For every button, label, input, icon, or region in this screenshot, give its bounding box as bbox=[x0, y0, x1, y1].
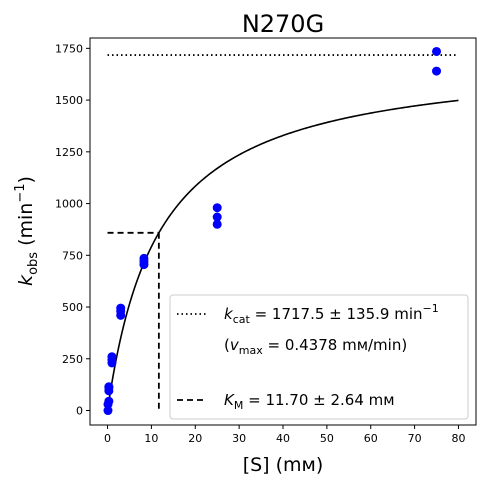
plot-area bbox=[103, 46, 459, 416]
y-axis-title-sup: −1 bbox=[13, 183, 28, 202]
legend-vmax-label: (vmax = 0.4378 mм/min) bbox=[224, 336, 407, 357]
x-tick-label: 80 bbox=[451, 432, 465, 445]
legend: kcat = 1717.5 ± 135.9 min−1 (vmax = 0.43… bbox=[169, 294, 469, 420]
x-tick-label: 30 bbox=[232, 432, 246, 445]
y-tick-label: 750 bbox=[62, 249, 83, 262]
x-tick-label: 50 bbox=[320, 432, 334, 445]
data-point bbox=[432, 66, 442, 76]
x-tick-label: 70 bbox=[408, 432, 422, 445]
y-tick-label: 1500 bbox=[55, 94, 83, 107]
x-axis-title: [S] (mм) bbox=[243, 454, 324, 476]
data-point bbox=[107, 352, 117, 362]
y-axis-title-sub: obs bbox=[26, 252, 41, 275]
x-tick-label: 0 bbox=[104, 432, 111, 445]
y-axis-title-main: k bbox=[15, 274, 37, 286]
y-axis-title-close: ) bbox=[15, 176, 37, 183]
x-tick-label: 20 bbox=[188, 432, 202, 445]
data-point bbox=[212, 212, 222, 222]
y-tick-label: 1250 bbox=[55, 146, 83, 159]
x-tick-label: 10 bbox=[144, 432, 158, 445]
y-axis-title-unit: (min bbox=[15, 203, 37, 252]
x-tick-label: 60 bbox=[364, 432, 378, 445]
y-tick-label: 250 bbox=[62, 353, 83, 366]
x-tick-label: 40 bbox=[276, 432, 290, 445]
y-tick-label: 500 bbox=[62, 301, 83, 314]
data-point bbox=[212, 203, 222, 213]
data-point bbox=[212, 219, 222, 229]
y-tick-label: 1750 bbox=[55, 42, 83, 55]
legend-km-label: KM = 11.70 ± 2.64 mм bbox=[224, 391, 395, 412]
data-point bbox=[104, 382, 114, 392]
y-tick-label: 0 bbox=[76, 405, 83, 418]
data-point bbox=[103, 406, 113, 416]
y-axis-title: kobs (min−1) bbox=[13, 176, 41, 286]
chart-title: N270G bbox=[242, 10, 324, 38]
fit-curve bbox=[107, 99, 459, 408]
x-axis-ticks: 0 10 20 30 40 50 60 70 80 bbox=[104, 425, 465, 445]
data-point bbox=[104, 396, 114, 406]
y-axis-ticks: 0 250 500 750 1000 1250 1500 1750 bbox=[55, 42, 90, 418]
data-point bbox=[116, 303, 126, 313]
data-point bbox=[432, 46, 442, 56]
data-point bbox=[139, 253, 149, 263]
y-tick-label: 1000 bbox=[55, 198, 83, 211]
legend-kcat-label: kcat = 1717.5 ± 135.9 min−1 bbox=[224, 302, 439, 326]
legend-box bbox=[169, 294, 469, 420]
